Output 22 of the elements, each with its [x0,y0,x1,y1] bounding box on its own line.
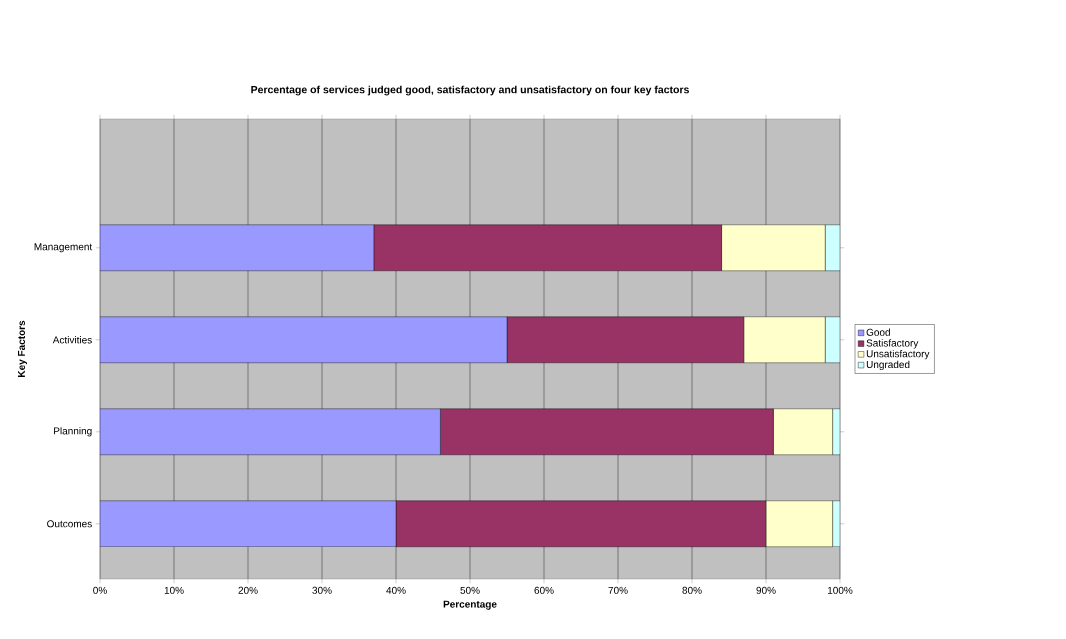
x-axis-title: Percentage [443,600,497,610]
x-tick-label: 0% [93,586,107,594]
x-tick-label: 40% [386,586,406,594]
x-tick-label: 100% [827,586,853,594]
y-tick-label: Planning [54,427,92,437]
y-tick-label: Outcomes [47,520,92,528]
legend-label: Ungraded [866,360,910,371]
x-tick-label: 80% [682,586,702,594]
legend-label: Good [866,328,890,336]
x-tick-label: 50% [460,586,480,594]
x-tick-label: 30% [312,586,332,594]
x-tick-label: 10% [164,586,184,594]
x-tick-label: 20% [238,586,258,594]
legend-label: Satisfactory [866,339,919,349]
y-tick-label: Management [34,243,93,253]
x-tick-label: 90% [756,586,776,594]
chart-title: Percentage of services judged good, satisfactory and unsatisfactory on four key factors [251,85,689,96]
legend-label: Unsatisfactory [866,349,930,360]
x-tick-label: 60% [534,586,554,594]
x-tick-label: 70% [608,586,628,594]
y-axis-title: Key Factors [18,320,27,377]
y-tick-label: Activities [52,336,92,344]
